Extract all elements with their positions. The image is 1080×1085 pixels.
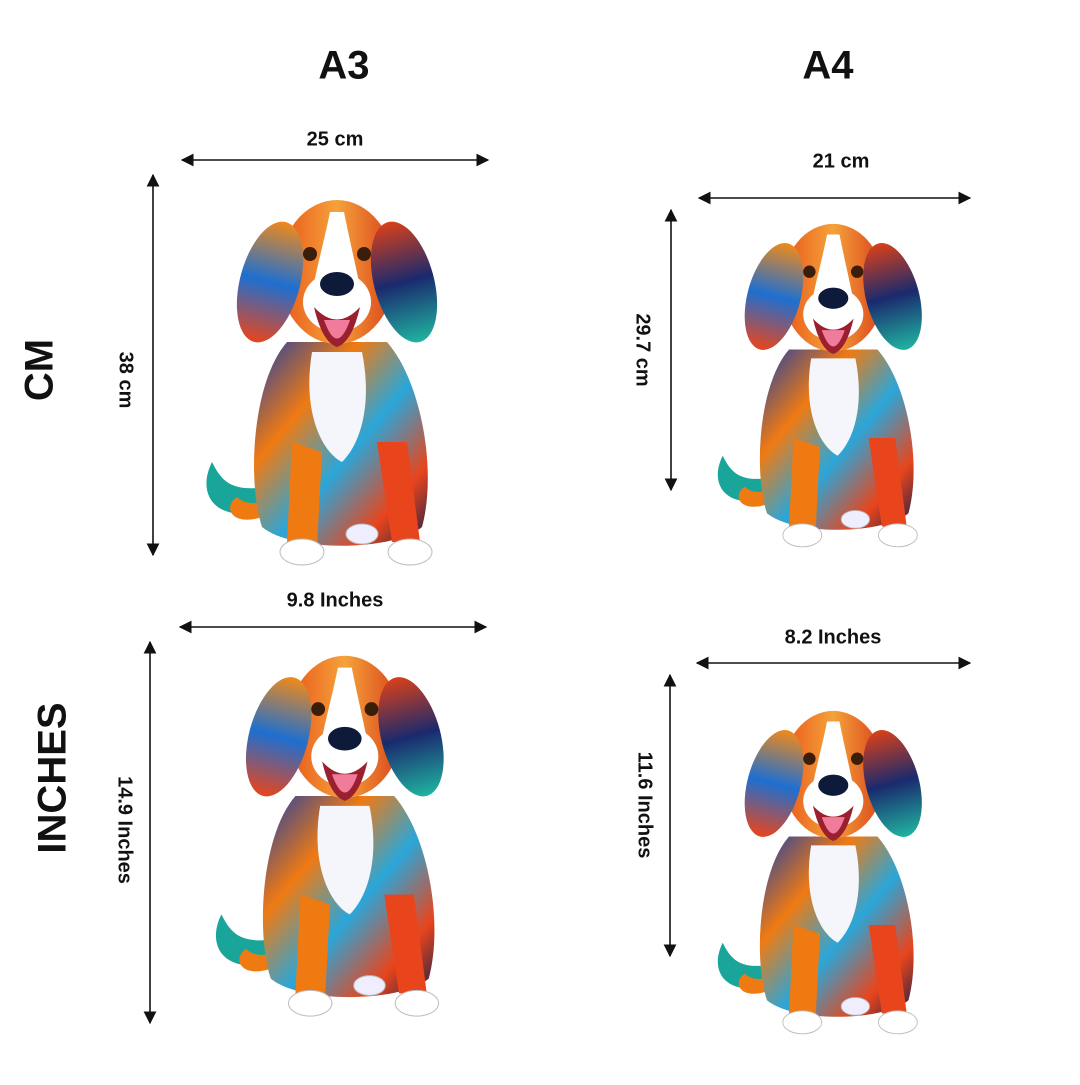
- size-panel: 9.8 Inches 14.9 Inches: [114, 589, 488, 1025]
- size-panel: 8.2 Inches 11.6 Inches: [634, 626, 972, 1035]
- height-label: 29.7 cm: [632, 313, 654, 386]
- height-label: 14.9 Inches: [114, 776, 136, 884]
- size-panel: 25 cm 38 cm: [115, 128, 490, 566]
- product-image: [205, 199, 450, 566]
- product-image: [215, 655, 456, 1017]
- product-image: [717, 710, 933, 1035]
- height-label: 11.6 Inches: [634, 752, 656, 859]
- column-header: A3: [318, 44, 369, 88]
- product-image: [717, 223, 933, 548]
- width-label: 25 cm: [307, 128, 364, 150]
- size-panel: 21 cm 29.7 cm: [632, 150, 972, 548]
- row-header: INCHES: [31, 702, 75, 853]
- width-label: 21 cm: [813, 150, 870, 172]
- width-label: 8.2 Inches: [785, 626, 882, 648]
- height-label: 38 cm: [115, 352, 137, 409]
- row-header: CM: [18, 339, 62, 401]
- width-label: 9.8 Inches: [287, 589, 384, 611]
- column-header: A4: [802, 44, 854, 88]
